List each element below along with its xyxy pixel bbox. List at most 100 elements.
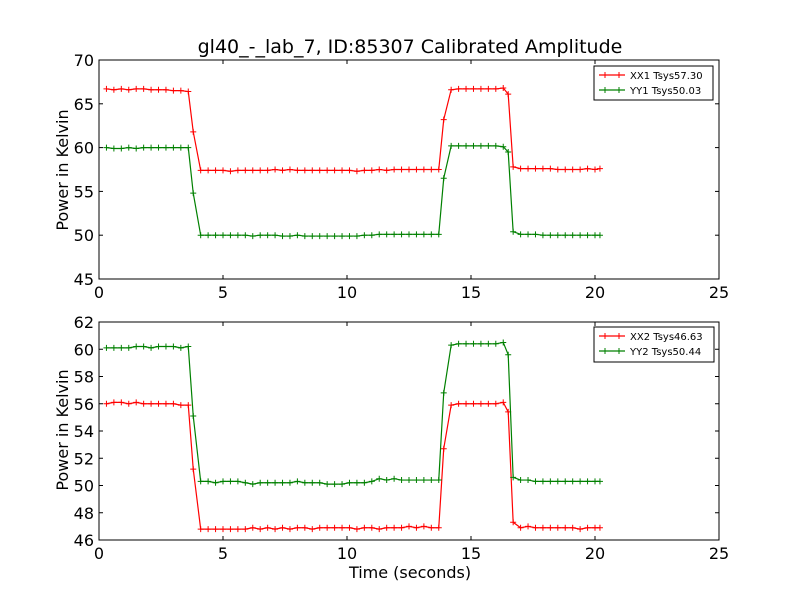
data-point-0-1-21 [257, 232, 264, 239]
data-point-1-0-1 [110, 399, 117, 406]
y-tick-label-1-7: 60 [74, 340, 94, 359]
data-point-1-1-28 [309, 479, 316, 486]
data-point-1-1-47 [448, 342, 455, 349]
data-point-1-1-39 [391, 475, 398, 482]
data-point-0-1-39 [391, 231, 398, 238]
data-point-0-0-44 [428, 166, 435, 173]
data-point-1-0-31 [331, 524, 338, 531]
data-point-1-0-41 [406, 523, 412, 530]
data-point-1-0-50 [470, 400, 477, 407]
x-tick-label-0-4: 20 [585, 283, 605, 302]
legend-label-0-1: YY1 Tsys50.03 [629, 86, 701, 97]
data-point-0-0-2 [118, 85, 125, 92]
data-point-1-1-3 [125, 344, 132, 351]
data-point-1-1-38 [383, 477, 390, 484]
data-point-0-1-38 [383, 231, 390, 238]
data-point-1-0-20 [249, 524, 256, 531]
data-point-1-0-34 [353, 526, 360, 533]
data-point-0-1-18 [234, 232, 241, 239]
data-point-1-1-64 [569, 478, 576, 485]
data-point-0-1-43 [420, 231, 427, 238]
data-point-0-1-47 [448, 142, 455, 149]
data-point-1-1-27 [301, 479, 308, 486]
data-point-0-1-32 [339, 233, 346, 240]
data-point-0-1-28 [309, 233, 316, 240]
data-point-0-1-40 [398, 231, 405, 238]
data-point-0-0-43 [420, 166, 427, 173]
data-point-1-0-59 [532, 524, 539, 531]
x-tick-label-1-4: 20 [585, 544, 605, 563]
x-tick-label-0-0: 0 [94, 283, 104, 302]
data-point-1-0-64 [569, 524, 576, 531]
data-point-1-1-9 [170, 343, 177, 350]
data-point-1-1-58 [525, 477, 532, 484]
data-point-1-0-63 [562, 524, 569, 531]
data-point-0-0-6 [148, 86, 155, 93]
data-point-0-0-21 [257, 167, 264, 174]
y-tick-label-1-4: 54 [74, 422, 94, 441]
data-point-0-1-64 [569, 232, 576, 239]
data-point-0-1-58 [525, 231, 532, 238]
data-point-0-1-60 [539, 232, 546, 239]
data-point-1-0-51 [477, 400, 484, 407]
data-point-0-1-0 [103, 144, 110, 151]
data-point-1-1-35 [361, 479, 368, 486]
data-point-0-1-11 [185, 144, 192, 151]
data-point-1-1-5 [140, 343, 147, 350]
data-point-0-1-42 [413, 231, 420, 238]
data-point-0-1-45 [435, 231, 442, 238]
data-point-0-0-0 [103, 85, 110, 92]
y-tick-label-0-0: 45 [74, 270, 94, 289]
data-point-1-0-0 [103, 400, 110, 407]
data-point-1-1-31 [331, 481, 338, 488]
data-point-0-1-14 [205, 232, 212, 239]
data-point-1-1-66 [584, 478, 591, 485]
data-point-1-0-26 [294, 524, 301, 531]
data-point-1-1-63 [562, 478, 569, 485]
data-point-0-0-48 [455, 85, 462, 92]
data-point-1-0-14 [205, 526, 212, 533]
data-point-1-1-34 [353, 479, 360, 486]
data-point-0-0-65 [577, 166, 584, 173]
data-point-1-1-25 [286, 479, 293, 486]
data-point-0-0-7 [155, 86, 162, 93]
data-point-0-0-35 [361, 167, 368, 174]
data-point-0-1-66 [584, 232, 591, 239]
data-point-0-1-33 [346, 233, 353, 240]
data-point-1-1-4 [133, 343, 140, 350]
data-point-1-1-8 [162, 343, 169, 350]
data-point-1-0-39 [391, 524, 398, 531]
data-point-0-1-68 [596, 232, 603, 239]
data-point-0-0-41 [406, 166, 412, 173]
data-point-1-0-19 [242, 526, 249, 533]
data-point-1-0-29 [316, 524, 323, 531]
data-point-0-0-11 [185, 88, 192, 95]
data-point-0-1-59 [532, 231, 539, 238]
data-point-0-1-13 [197, 232, 204, 239]
data-point-1-0-47 [448, 402, 455, 409]
data-point-0-0-66 [584, 165, 591, 172]
data-point-0-1-51 [477, 142, 484, 149]
data-point-0-0-8 [162, 86, 169, 93]
data-point-1-0-48 [455, 400, 462, 407]
x-tick-label-0-5: 25 [709, 283, 729, 302]
legend-label-1-1: YY2 Tsys50.44 [629, 347, 701, 358]
data-point-1-1-50 [470, 340, 477, 347]
data-point-0-0-17 [227, 168, 234, 175]
data-point-0-0-59 [532, 165, 539, 172]
data-point-0-0-61 [547, 165, 554, 172]
data-point-1-1-49 [463, 340, 470, 347]
data-point-1-1-65 [577, 478, 584, 485]
data-point-0-0-31 [331, 167, 338, 174]
legend-box-0 [593, 65, 714, 101]
data-point-1-1-16 [220, 478, 226, 485]
x-tick-label-1-3: 15 [461, 544, 481, 563]
data-point-0-1-22 [264, 232, 271, 239]
data-point-0-0-32 [339, 167, 346, 174]
data-point-0-0-9 [170, 87, 177, 94]
data-point-0-1-65 [577, 232, 584, 239]
data-point-0-0-28 [309, 167, 316, 174]
y-tick-label-0-3: 60 [74, 139, 94, 158]
data-point-1-0-10 [177, 402, 184, 409]
y-tick-label-1-5: 56 [74, 395, 94, 414]
